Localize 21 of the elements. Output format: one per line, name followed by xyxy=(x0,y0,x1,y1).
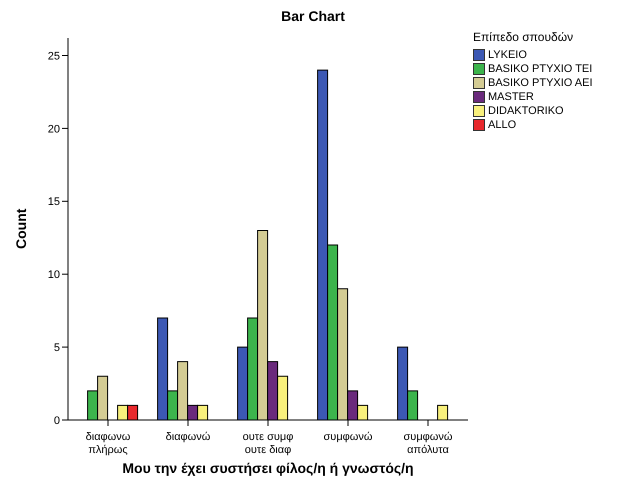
y-tick-label: 15 xyxy=(48,196,60,208)
y-tick-label: 20 xyxy=(48,123,60,136)
y-tick-label: 0 xyxy=(54,414,60,427)
x-tick-label: συμφωνώ απόλυτα xyxy=(404,431,453,456)
legend-title: Επίπεδο σπουδών xyxy=(473,30,574,44)
x-tick-label: ουτε συμφ ουτε διαφ xyxy=(242,431,294,456)
legend-label: LYKEIO xyxy=(488,49,527,61)
x-tick-label: συμφωνώ xyxy=(324,431,373,443)
legend-label: BASIKO PTYXIO AEI xyxy=(488,77,593,89)
y-axis-title: Count xyxy=(12,208,29,249)
legend-label: ALLO xyxy=(488,119,516,131)
x-tick-label: διαφωνω πλήρως xyxy=(86,431,131,456)
chart-title: Bar Chart xyxy=(280,8,346,26)
x-axis-title: Μου την έχει συστήσει φίλος/η ή γνωστός/η xyxy=(121,460,415,476)
y-tick-label: 10 xyxy=(48,269,60,282)
legend-label: DIDAKTORIKO xyxy=(488,105,564,117)
legend-label: MASTER xyxy=(488,91,534,103)
legend-label: BASIKO PTYXIO TEI xyxy=(488,63,592,75)
y-tick-label: 25 xyxy=(48,50,60,62)
y-tick-label: 5 xyxy=(54,342,60,354)
x-tick-label: διαφωνώ xyxy=(166,431,211,443)
